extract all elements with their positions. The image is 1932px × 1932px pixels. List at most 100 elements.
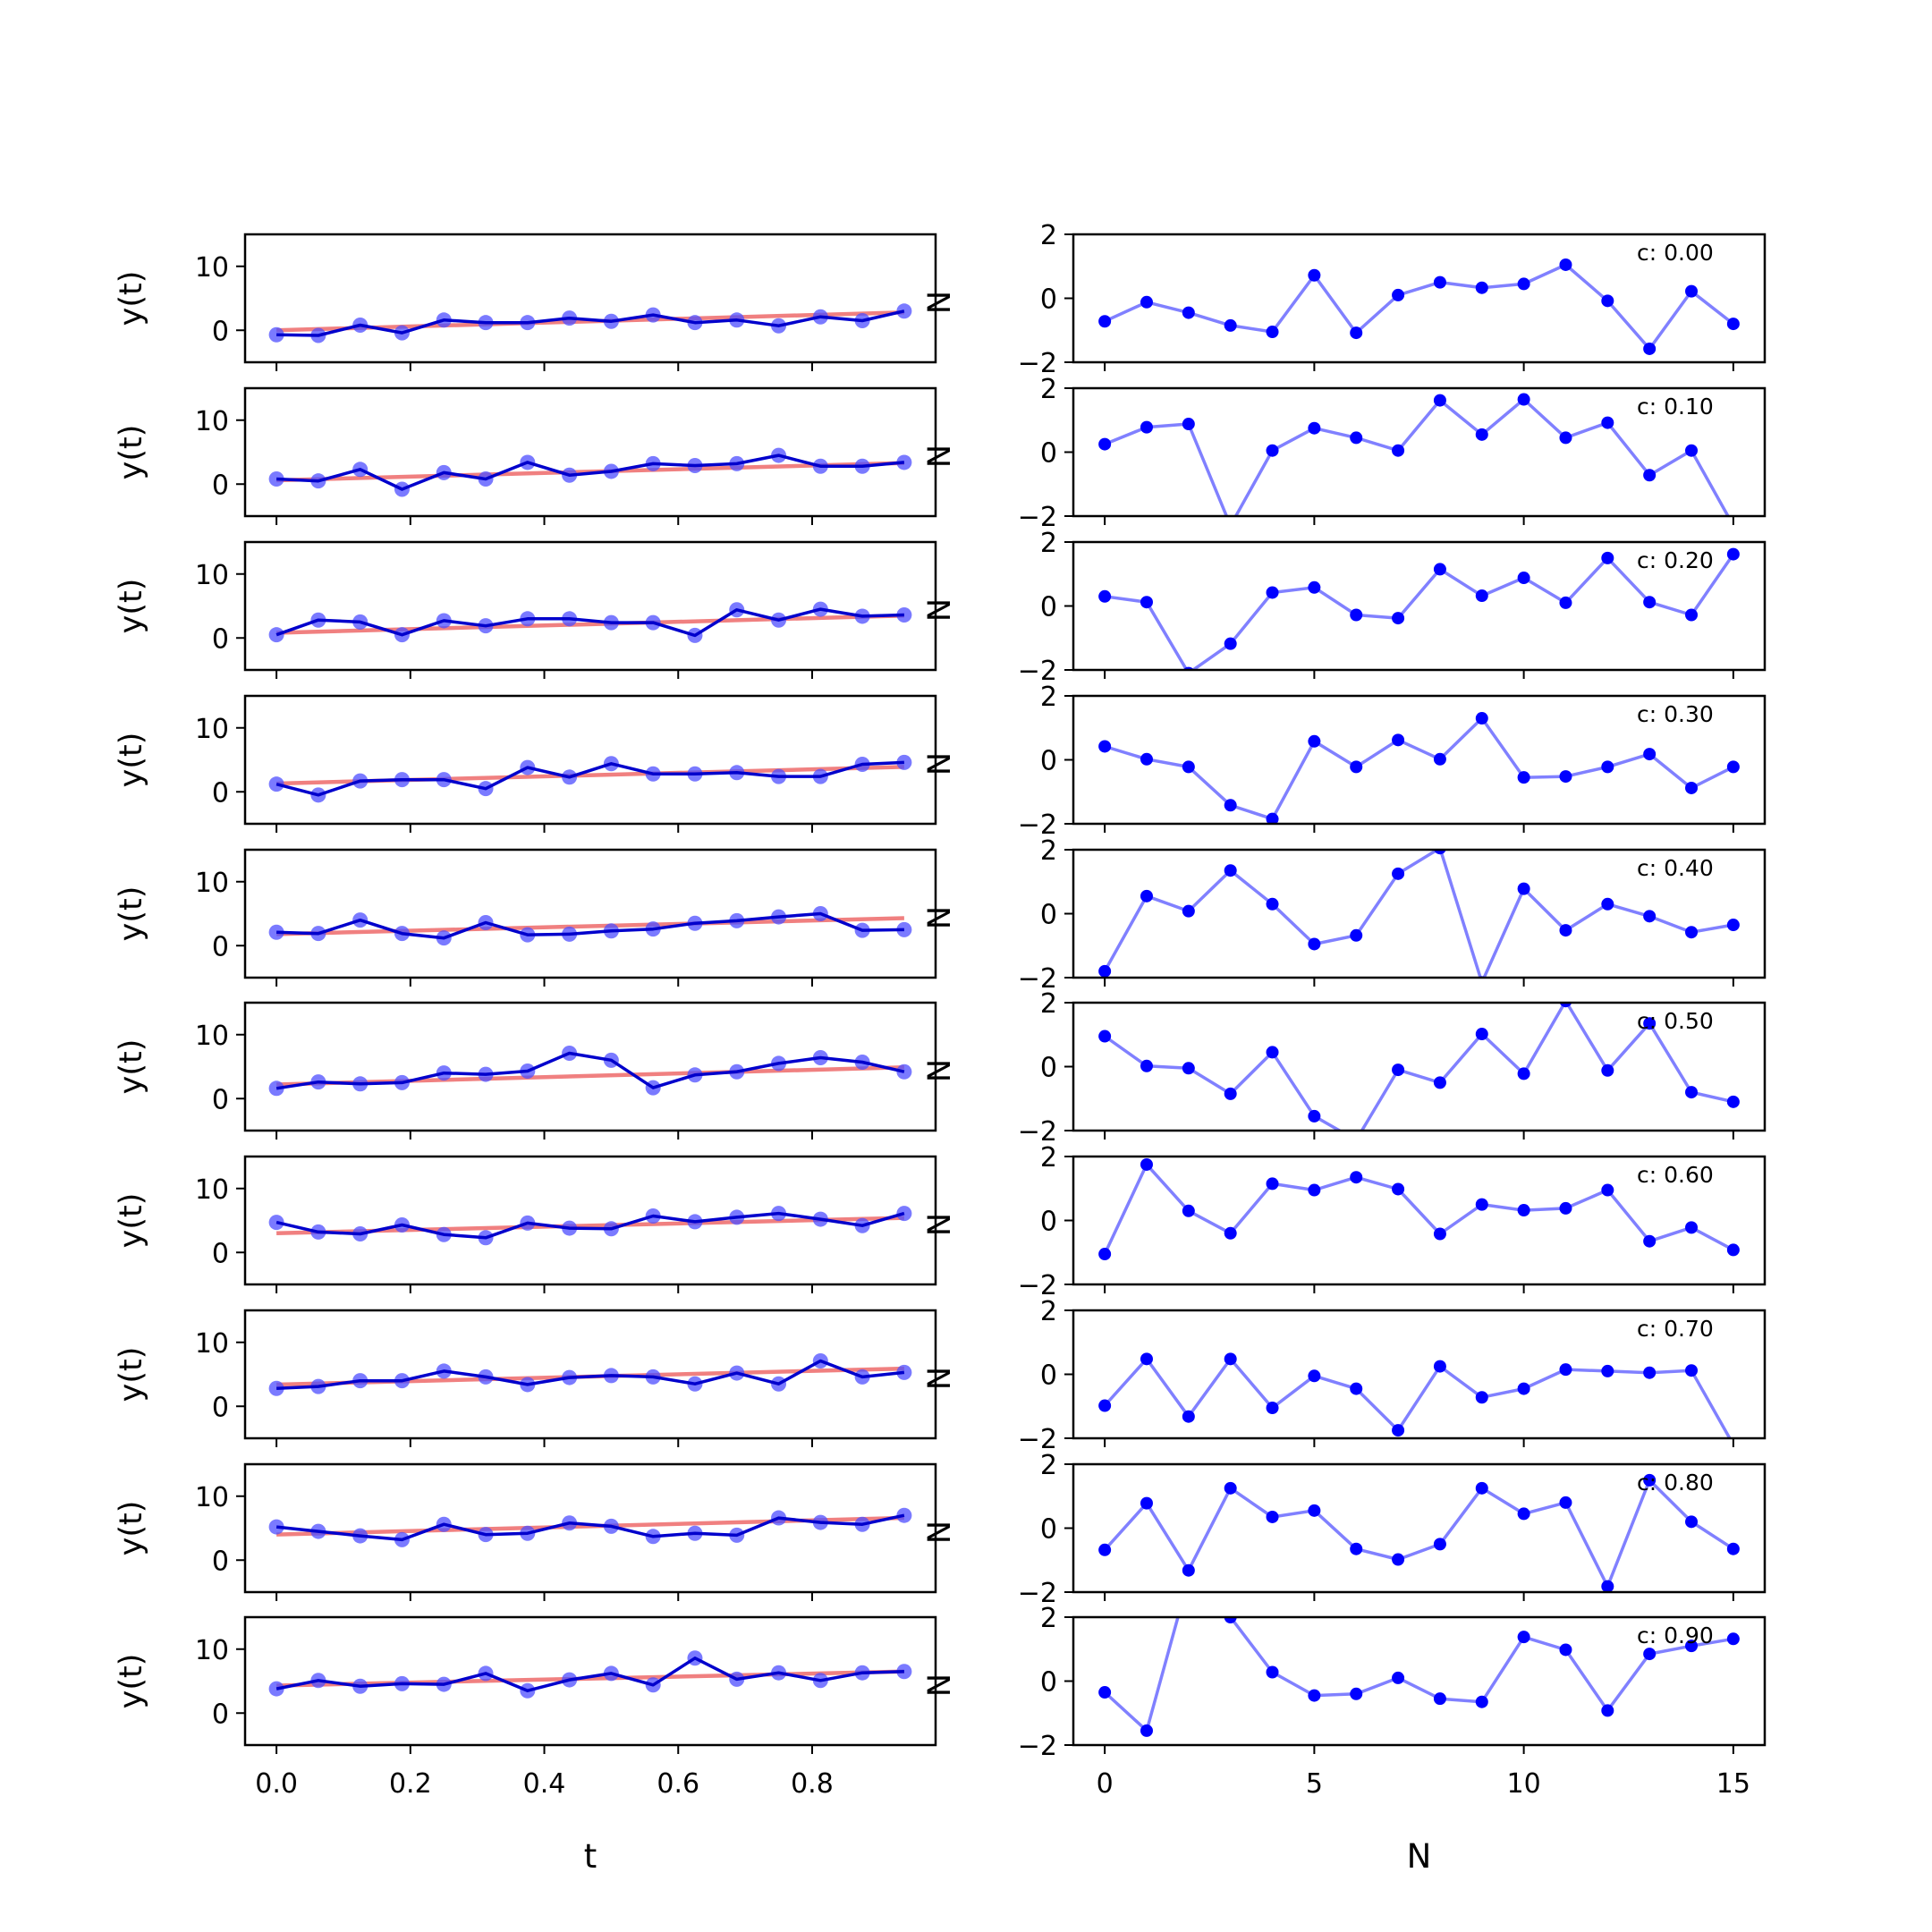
c-value-label: c: 0.40 (1637, 855, 1714, 881)
left-y-axis-label: y(t) (114, 1501, 149, 1556)
residual-point (1308, 580, 1321, 594)
y-tick-label: 2 (1040, 528, 1057, 559)
residual-point (1098, 964, 1112, 978)
x-tick-label: 0.8 (791, 1768, 834, 1800)
y-tick-label: 2 (1040, 1296, 1057, 1327)
residual-point (1685, 1640, 1699, 1653)
residual-point (1475, 428, 1488, 441)
data-line (275, 607, 904, 638)
residual-point (1559, 924, 1572, 937)
y-tick-label: 0 (212, 777, 229, 809)
left-x-axis-label: t (584, 1837, 597, 1876)
residual-point (1643, 1366, 1657, 1379)
c-value-label: c: 0.10 (1637, 394, 1714, 419)
residual-point (1308, 1183, 1321, 1197)
y-tick-label: −2 (1018, 348, 1057, 379)
right-y-axis-label: N (922, 752, 958, 775)
residual-point (1350, 1134, 1362, 1147)
residual-line (1104, 1003, 1734, 1131)
x-tick-label: 10 (1507, 1768, 1541, 1800)
left-y-axis-label: y(t) (114, 1039, 149, 1095)
right-panel-9: c: 0.90 −2 0 2 0 5 10 15 (1018, 1603, 1767, 1800)
residual-point (1224, 799, 1237, 812)
residual-point (1266, 897, 1279, 911)
residual-point (1517, 1204, 1530, 1217)
residual-point (1643, 1648, 1657, 1661)
residual-point (1266, 326, 1279, 339)
data-line (275, 1051, 905, 1090)
residual-point (1392, 867, 1405, 880)
residual-point (1098, 1399, 1112, 1412)
residual-point (1224, 1481, 1237, 1495)
residual-point (1308, 1689, 1321, 1702)
residual-point (1643, 469, 1657, 482)
right-plot-area (1098, 850, 1740, 978)
y-tick-label: 10 (195, 1174, 229, 1206)
y-tick-label: −2 (1018, 502, 1057, 533)
residual-point (1643, 596, 1657, 609)
y-tick-label: 0 (1040, 1514, 1057, 1546)
left-panel-2: 0 10 y(t) N (114, 540, 958, 679)
left-y-axis-label: y(t) (114, 1654, 149, 1709)
y-tick-label: 0 (212, 1546, 229, 1577)
data-line (276, 453, 905, 491)
right-y-axis-label: N (922, 906, 958, 929)
left-plot-area (268, 754, 912, 803)
residual-point (1140, 752, 1153, 766)
residual-point (1601, 1580, 1614, 1592)
residual-point (1434, 850, 1446, 855)
left-plot-area (268, 1352, 912, 1396)
right-plot-area (1098, 393, 1730, 516)
residual-point (1098, 589, 1112, 603)
residual-point (1098, 1248, 1112, 1261)
fit-line (276, 1669, 904, 1688)
residual-point (1559, 258, 1572, 271)
residual-point (1392, 1063, 1405, 1077)
residual-point (1350, 1542, 1363, 1555)
residual-point (1517, 771, 1530, 784)
c-value-label: c: 0.60 (1637, 1162, 1714, 1188)
left-panel-9: 0 10 0.0 0.2 0.4 0.6 0.8 y(t) N (114, 1615, 958, 1800)
residual-point (1350, 1382, 1363, 1395)
residual-point (1517, 1631, 1530, 1644)
left-panel-8: 0 10 y(t) N (114, 1462, 958, 1601)
right-y-axis-label: N (922, 1213, 958, 1236)
residual-point (1392, 288, 1405, 301)
left-y-axis-label: y(t) (114, 1347, 149, 1402)
residual-point (1475, 589, 1488, 603)
left-plot-area (268, 1650, 912, 1699)
residual-point (1182, 1062, 1195, 1075)
right-plot-area (1098, 1473, 1740, 1592)
y-tick-label: −2 (1018, 1424, 1057, 1455)
left-y-axis-label: y(t) (114, 425, 149, 480)
residual-point (1685, 444, 1699, 457)
left-panel-3: 0 10 y(t) N (114, 694, 958, 833)
residual-point (1308, 1109, 1321, 1123)
residual-point (1685, 1364, 1699, 1377)
residual-point (1266, 586, 1279, 599)
residual-point (1392, 1182, 1405, 1196)
residual-point (1098, 1686, 1112, 1699)
right-panel-2: c: 0.20 −2 0 2 (1018, 528, 1767, 687)
residual-point (1350, 928, 1363, 942)
residual-point (1685, 1221, 1699, 1234)
y-tick-label: 10 (195, 1635, 229, 1666)
y-tick-label: 0 (212, 1699, 229, 1730)
right-plot-area (1098, 258, 1740, 355)
residual-point (1433, 1227, 1446, 1241)
fit-line (276, 309, 904, 333)
residual-point (1140, 1496, 1153, 1510)
residual-point (1601, 1183, 1614, 1197)
residual-point (1308, 1369, 1321, 1383)
residual-point (1517, 1067, 1530, 1080)
data-line (276, 1359, 905, 1390)
left-axes-frame (243, 233, 937, 364)
residual-point (1392, 612, 1405, 625)
residual-point (1392, 733, 1405, 747)
residual-point (1559, 1363, 1572, 1377)
right-plot-area (1098, 547, 1740, 670)
residual-line (1104, 263, 1734, 351)
c-value-label: c: 0.30 (1637, 701, 1714, 727)
